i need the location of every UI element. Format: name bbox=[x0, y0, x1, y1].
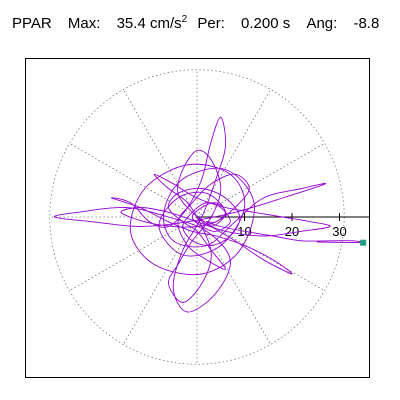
grid-spoke bbox=[196, 89, 271, 218]
max-unit-exponent: 2 bbox=[181, 14, 188, 25]
end-marker-layer bbox=[316, 239, 367, 246]
radial-axis: 10 20 30 bbox=[197, 213, 370, 239]
angle-value: -8.8 bbox=[353, 15, 380, 32]
station-label: PPAR bbox=[12, 15, 52, 32]
motion-trace-path bbox=[53, 116, 366, 313]
grid-spoke bbox=[196, 143, 325, 218]
grid-spoke bbox=[123, 89, 198, 218]
period-value: 0.200 s bbox=[241, 15, 291, 32]
max-label: Max: bbox=[67, 15, 101, 32]
max-direction-line bbox=[316, 241, 364, 244]
grid-spoke bbox=[196, 216, 271, 345]
grid-spoke bbox=[69, 216, 198, 291]
grid-spoke bbox=[123, 216, 198, 345]
max-value-text: 35.4 cm/s bbox=[116, 15, 182, 32]
motion-trace bbox=[53, 116, 366, 313]
max-amplitude-marker bbox=[360, 239, 367, 246]
radial-tick-label: 20 bbox=[285, 224, 299, 239]
period-label: Per: bbox=[197, 15, 225, 32]
chart-header: PPAR Max: 35.4 cm/s2 Per: 0.200 s Ang: -… bbox=[12, 14, 379, 32]
grid-spoke bbox=[69, 143, 198, 218]
radial-tick-label: 30 bbox=[332, 224, 346, 239]
angle-label: Ang: bbox=[306, 15, 338, 32]
plot-frame bbox=[25, 58, 370, 378]
grid-spoke bbox=[196, 216, 325, 291]
max-value: 35.4 cm/s2 bbox=[117, 14, 188, 32]
